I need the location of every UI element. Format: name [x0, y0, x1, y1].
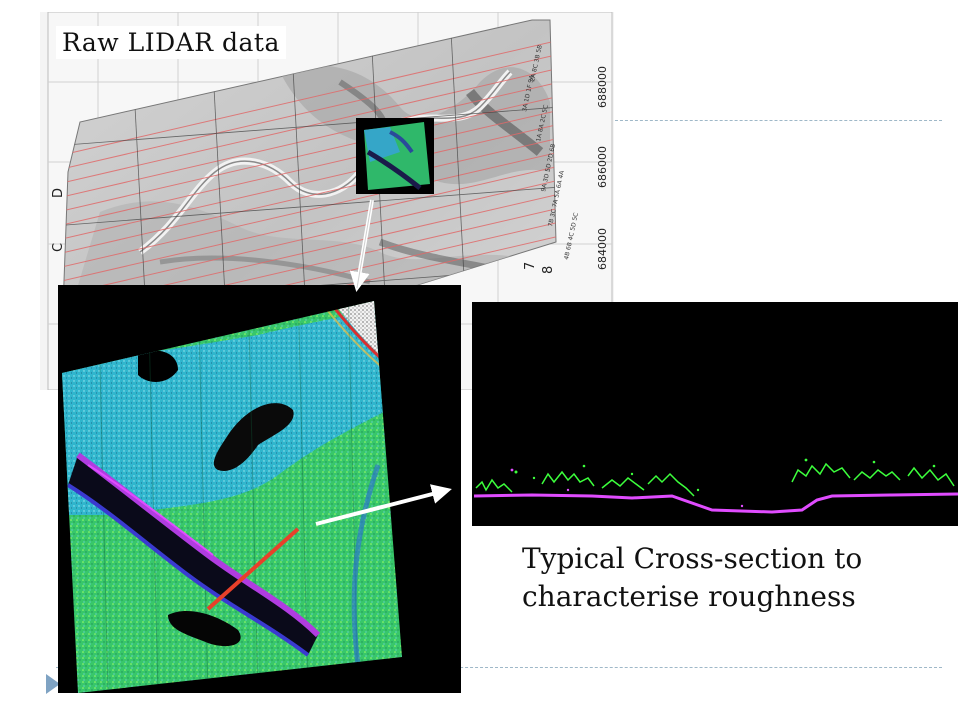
- divider-top: [610, 120, 942, 121]
- profile-image: [472, 302, 958, 526]
- row-letter: D: [51, 188, 66, 198]
- raw-lidar-caption: Raw LIDAR data: [56, 26, 286, 59]
- zoomed-lidar-point-cloud: [58, 285, 461, 693]
- triangle-bullet-icon: [46, 674, 60, 694]
- column-number: 7: [523, 262, 538, 270]
- northing-label: 688000: [596, 66, 609, 108]
- northing-label: 684000: [596, 228, 609, 270]
- row-letter: C: [51, 243, 66, 252]
- column-number: 8: [541, 266, 556, 274]
- cross-section-profile: [472, 302, 958, 526]
- vegetation-returns: [475, 462, 955, 497]
- transect-line: [206, 527, 300, 611]
- ground-return-line: [473, 492, 958, 514]
- divider-bottom: [56, 667, 942, 668]
- zoom-inset-tile: [356, 118, 434, 194]
- arrow-icon: [356, 199, 373, 289]
- northing-label: 686000: [596, 146, 609, 188]
- caption-line-2: characterise roughness: [522, 580, 856, 613]
- arrow-icon: [315, 484, 452, 526]
- caption-line-1: Typical Cross-section to: [522, 542, 863, 575]
- point-cloud-image: [62, 301, 402, 693]
- cross-section-caption: Typical Cross-section to characterise ro…: [522, 540, 942, 616]
